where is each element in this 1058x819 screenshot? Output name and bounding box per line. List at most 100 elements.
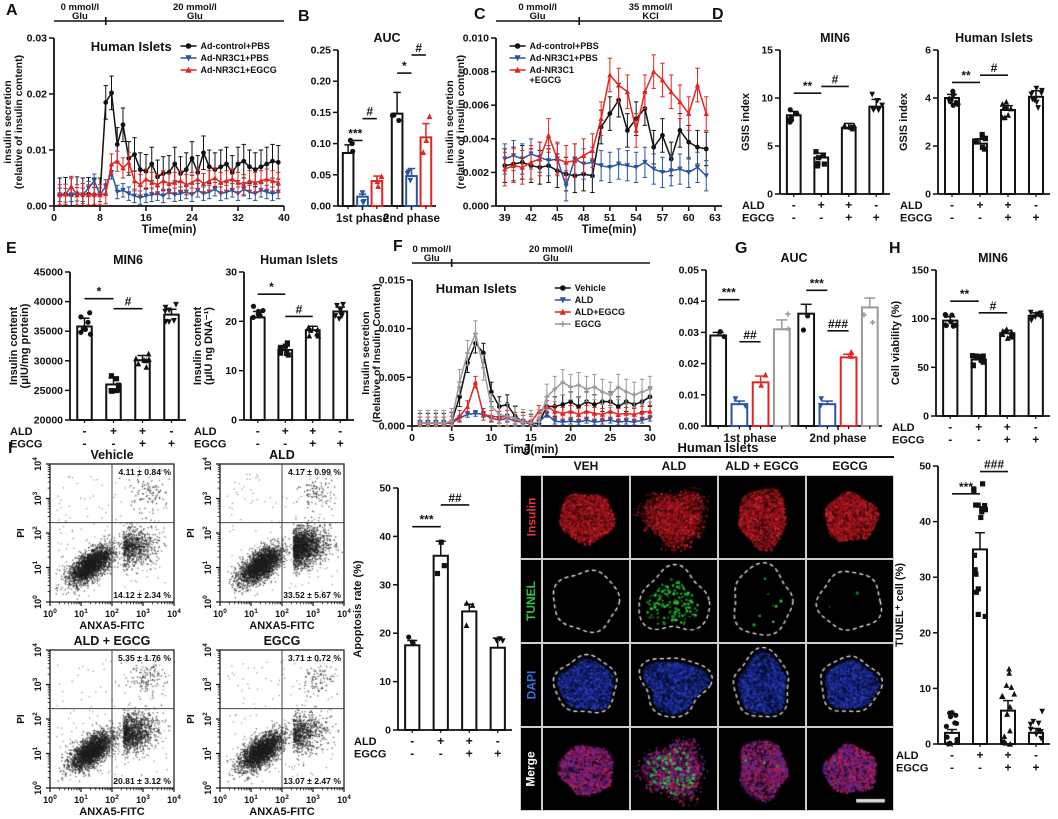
bar-chart-svg: 0 10 20 30 Human Islets Insulin content (μIU n… [192, 253, 354, 451]
svg-text:100: 100 [202, 781, 213, 795]
svg-text:Glu: Glu [543, 253, 559, 264]
svg-text:EGCG: EGCG [264, 634, 301, 648]
svg-text:0.008: 0.008 [463, 66, 489, 78]
svg-text:+: + [139, 437, 146, 451]
svg-text:60: 60 [683, 212, 695, 224]
svg-text:Time(min): Time(min) [504, 444, 559, 456]
svg-text:ANXA5-FITC: ANXA5-FITC [79, 620, 144, 632]
svg-text:3.71 ± 0.72 %: 3.71 ± 0.72 % [288, 653, 341, 663]
svg-text:104: 104 [167, 608, 181, 619]
svg-text:insulin secretion: insulin secretion [444, 80, 456, 163]
svg-text:MIN6: MIN6 [113, 253, 143, 267]
svg-text:0 mmol/l: 0 mmol/l [61, 2, 100, 13]
svg-text:102: 102 [105, 608, 119, 619]
svg-text:0: 0 [409, 432, 415, 444]
panel-g-auc-chart: 0.00 0.01 0.02 0.03 0.04 0.05 AUC 1st phase 2nd … [662, 250, 888, 450]
svg-text:#: # [832, 72, 839, 86]
svg-text:-: - [83, 424, 87, 438]
svg-text:1st phase: 1st phase [336, 213, 389, 225]
svg-text:-: - [338, 424, 342, 438]
svg-text:-: - [256, 424, 260, 438]
islet-image-dapi-3 [807, 644, 893, 726]
svg-text:0 mmol/l: 0 mmol/l [413, 244, 452, 255]
svg-text:(μIU ng DNA⁻¹): (μIU ng DNA⁻¹) [203, 307, 215, 385]
svg-text:10: 10 [761, 93, 773, 105]
svg-text:57: 57 [657, 212, 669, 224]
svg-text:#: # [125, 295, 132, 309]
svg-text:10: 10 [225, 365, 237, 377]
svg-text:##: ## [448, 491, 462, 505]
svg-text:###: ### [984, 458, 1004, 472]
svg-text:-: - [792, 211, 796, 225]
svg-text:101: 101 [202, 560, 213, 574]
svg-text:Glu: Glu [72, 11, 88, 22]
svg-text:-: - [948, 420, 952, 434]
svg-text:10: 10 [379, 676, 391, 688]
svg-text:5.35 ± 1.76 %: 5.35 ± 1.76 % [118, 653, 171, 663]
svg-text:**: ** [961, 68, 971, 82]
svg-text:+: + [1004, 420, 1011, 434]
svg-text:TUNEL⁺ cell (%): TUNEL⁺ cell (%) [894, 563, 906, 647]
svg-text:33.52 ± 5.67 %: 33.52 ± 5.67 % [283, 590, 341, 600]
svg-text:0: 0 [925, 189, 931, 201]
treatment-column-header-3: EGCG [832, 459, 868, 473]
svg-text:0.05: 0.05 [311, 169, 332, 181]
svg-text:39: 39 [499, 212, 511, 224]
svg-text:(μIU/mg protein): (μIU/mg protein) [19, 303, 31, 388]
svg-text:20 mmol/l: 20 mmol/l [173, 2, 217, 13]
svg-text:+: + [168, 437, 175, 451]
svg-text:45: 45 [551, 212, 563, 224]
panel-label-i: I [8, 440, 13, 457]
svg-text:40: 40 [919, 516, 931, 528]
svg-text:ALD: ALD [10, 426, 33, 438]
svg-text:20: 20 [565, 432, 577, 444]
islet-image-insulin-1 [631, 476, 717, 558]
svg-text:+: + [1032, 761, 1039, 775]
svg-text:16: 16 [140, 212, 152, 224]
panel-c-line-chart: 0.000 0.002 0.004 0.006 0.008 0.010 39 42 45 48 51… [444, 2, 730, 236]
svg-text:Cell viability (%): Cell viability (%) [890, 300, 902, 385]
svg-text:+: + [975, 420, 982, 434]
panel-b-auc-chart: 0.00 0.05 0.10 0.15 0.20 0.25 AUC 1st phase 2nd … [296, 30, 442, 230]
svg-text:6: 6 [925, 45, 931, 57]
svg-text:-: - [256, 437, 260, 451]
islet-image-tunel-0 [543, 560, 629, 642]
svg-text:2: 2 [925, 141, 931, 153]
svg-text:+: + [976, 198, 983, 212]
svg-text:0: 0 [51, 212, 57, 224]
svg-text:-: - [1034, 748, 1038, 762]
svg-text:0.25: 0.25 [311, 45, 332, 57]
svg-text:Vehicle: Vehicle [90, 448, 133, 462]
svg-text:#: # [366, 105, 373, 119]
row-label-tunel: TUNEL [524, 581, 538, 621]
svg-text:*: * [97, 285, 102, 299]
svg-text:104: 104 [337, 794, 351, 805]
svg-text:0.015: 0.015 [379, 275, 405, 287]
svg-text:101: 101 [244, 794, 258, 805]
svg-text:+: + [1004, 433, 1011, 447]
svg-text:0.00: 0.00 [27, 201, 48, 213]
svg-text:0.002: 0.002 [463, 167, 489, 179]
svg-text:10: 10 [485, 432, 497, 444]
svg-text:24: 24 [186, 212, 198, 224]
svg-text:102: 102 [105, 794, 119, 805]
svg-text:EGCG: EGCG [194, 439, 226, 451]
line-chart-svg: 0.000 0.005 0.010 0.015 0 5 10 15 20 25 30 Time(min… [360, 244, 656, 456]
svg-text:+: + [1004, 211, 1011, 225]
svg-text:+: + [845, 198, 852, 212]
svg-text:20.81 ± 3.12 %: 20.81 ± 3.12 % [113, 776, 171, 786]
svg-text:100: 100 [213, 794, 227, 805]
svg-text:103: 103 [306, 608, 320, 619]
svg-text:MIN6: MIN6 [820, 31, 850, 45]
svg-text:0.00: 0.00 [679, 421, 700, 433]
islet-image-merge-1 [631, 728, 717, 810]
svg-text:8: 8 [97, 212, 103, 224]
svg-text:ANXA5-FITC: ANXA5-FITC [249, 620, 314, 632]
panel-d-min6-gsis-chart: 0 5 10 15 MIN6 GSIS index ** # ALD - + + - EGCG - - + + [740, 30, 896, 230]
panel-e-min6-content-chart: 20000 25000 30000 35000 40000 45000 MIN6 Insuli… [8, 252, 192, 456]
svg-text:PI: PI [16, 528, 27, 538]
islet-image-tunel-3 [807, 560, 893, 642]
